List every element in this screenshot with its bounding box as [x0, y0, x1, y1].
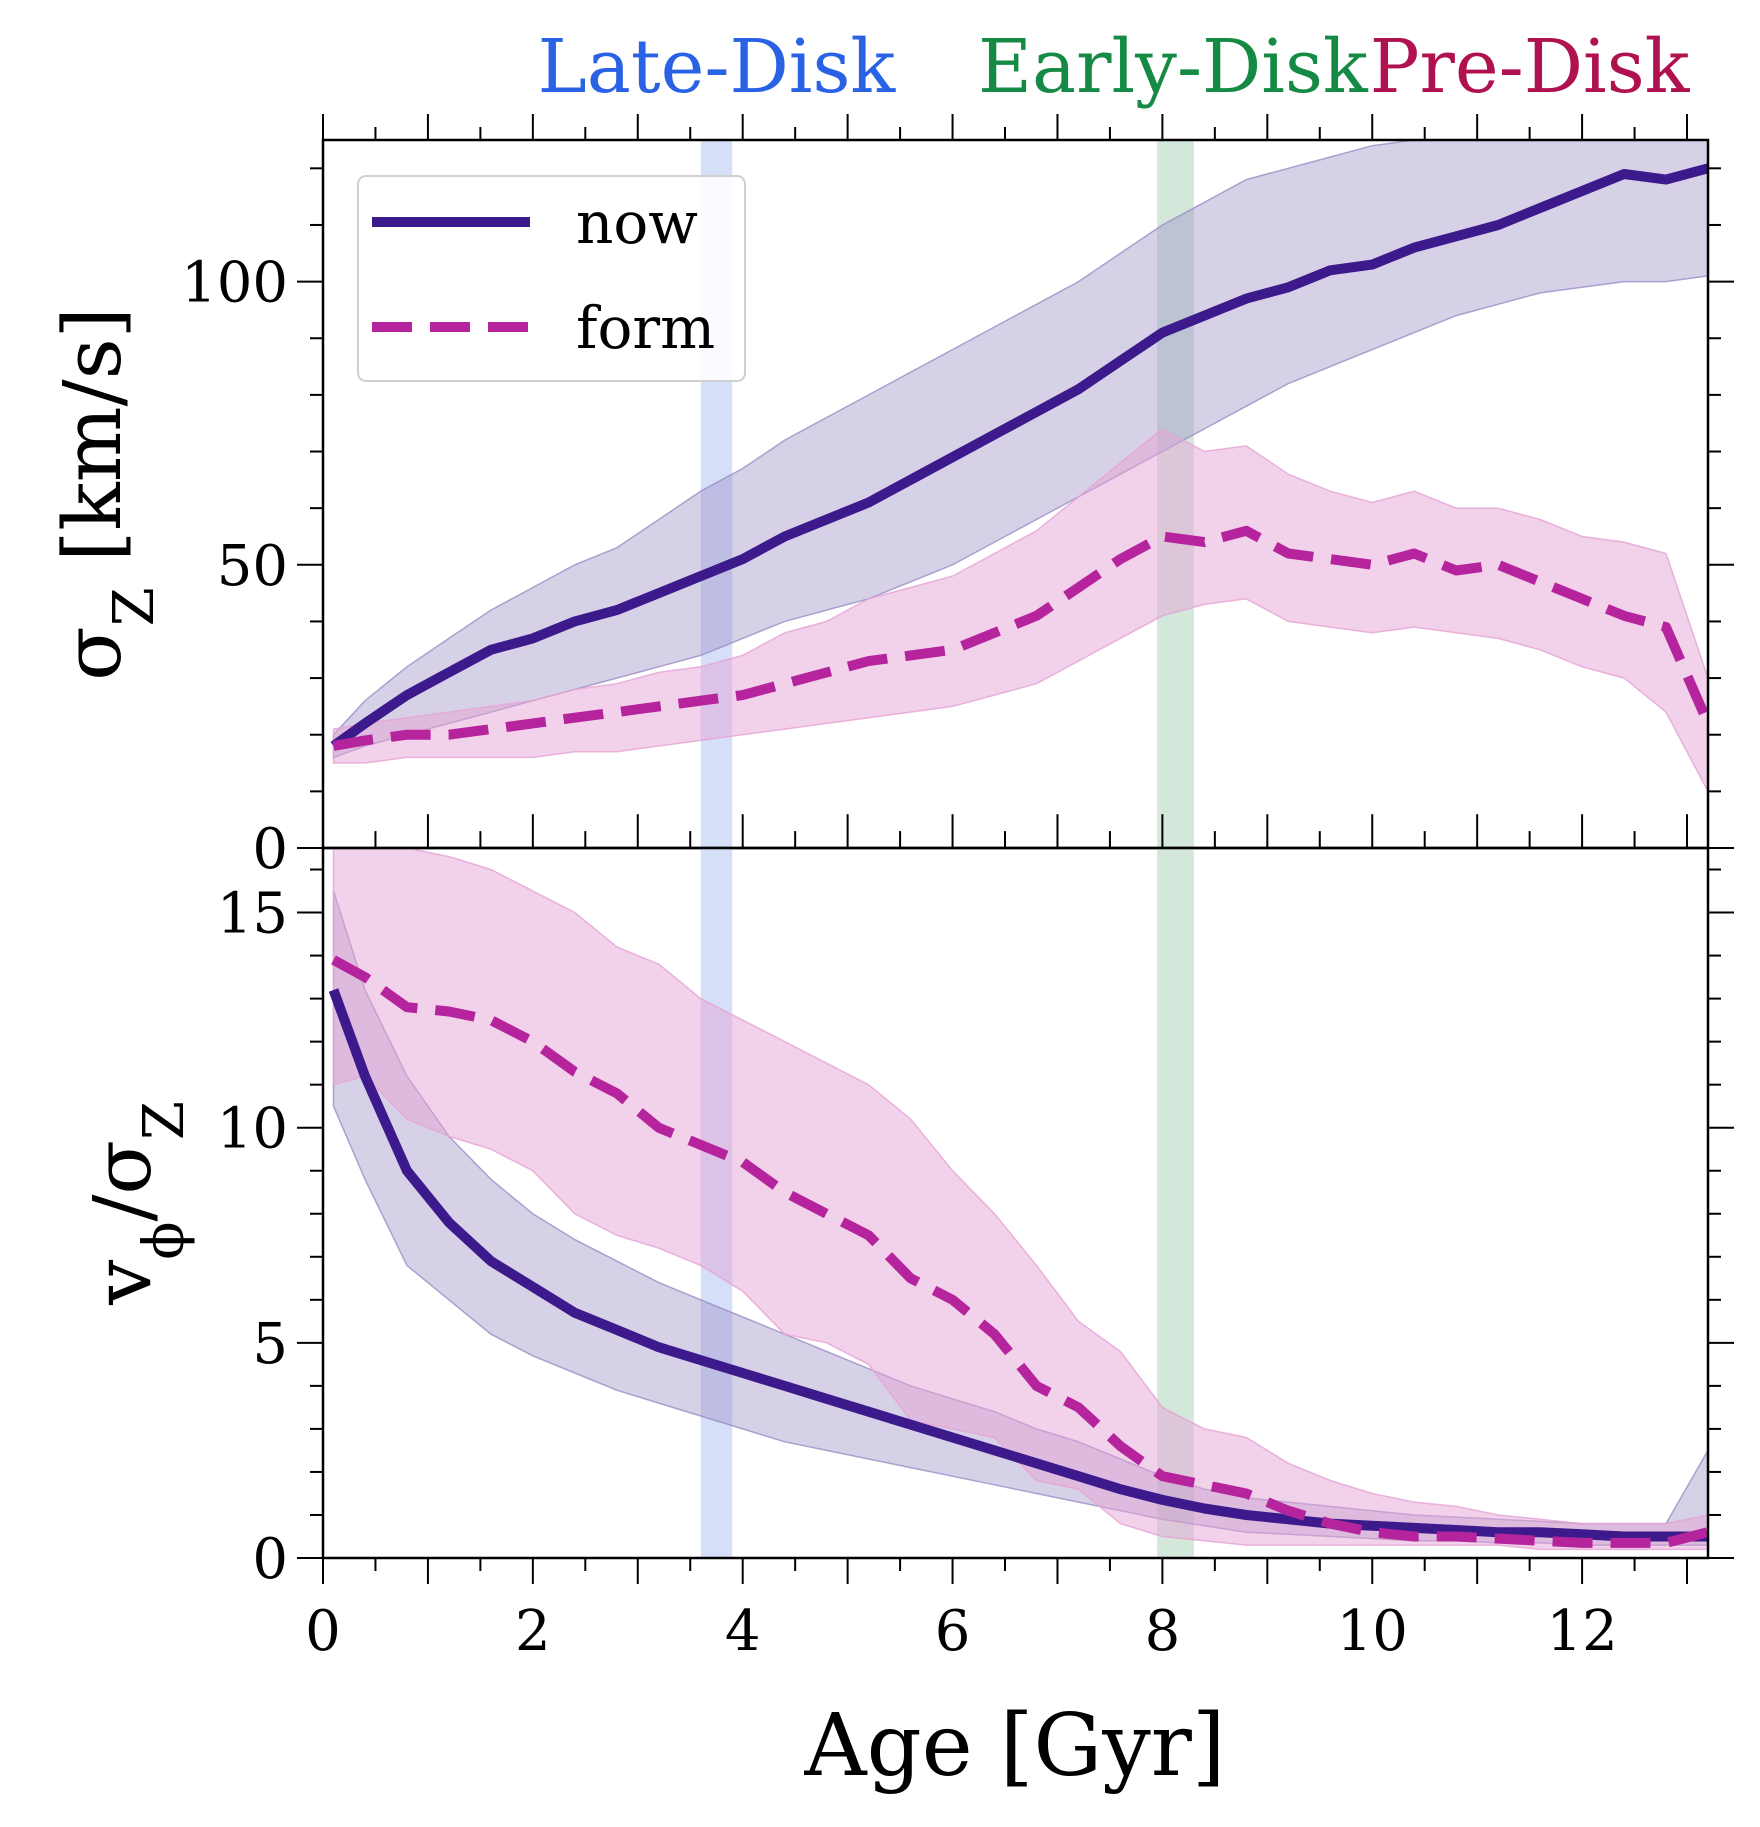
top-ytick-label: 50	[217, 534, 288, 599]
bottom-ytick-label: 5	[252, 1312, 288, 1377]
bottom-panel: 0 5 10 15 0 2 4 6 8 10 12	[217, 846, 1734, 1664]
legend-now-label: now	[576, 189, 698, 257]
bottom-ytick-label: 10	[217, 1097, 288, 1162]
phase-label-late-disk: Late-Disk	[538, 24, 897, 110]
top-form-line	[332, 525, 1713, 751]
bottom-form-line	[331, 955, 1710, 1548]
bottom-series	[328, 847, 1710, 1551]
bottom-y-axis-label: vϕ/σZ	[76, 1101, 197, 1306]
xtick-label: 4	[725, 1599, 761, 1664]
xtick-label: 8	[1145, 1599, 1181, 1664]
xtick-label: 0	[305, 1599, 341, 1664]
bottom-axes-frame	[321, 846, 1710, 1560]
bottom-ytick-label: 0	[252, 1527, 288, 1592]
phase-labels: Late-Disk Early-Disk Pre-Disk	[538, 24, 1691, 110]
top-y-axis-label: σZ [km/s]	[46, 307, 167, 681]
top-ytick-label: 100	[181, 251, 288, 316]
top-ticks: 0 50 100	[181, 114, 1734, 882]
top-series	[330, 139, 1713, 792]
xtick-label: 10	[1337, 1599, 1408, 1664]
bottom-now-line	[328, 988, 1708, 1542]
top-now-line	[330, 163, 1710, 751]
bottom-form-range-band	[332, 847, 1709, 1551]
x-axis-label: Age [Gyr]	[804, 1696, 1226, 1796]
legend: now form	[357, 175, 746, 382]
xtick-label: 6	[935, 1599, 971, 1664]
phase-label-early-disk: Early-Disk	[978, 24, 1369, 110]
top-panel: 0 50 100	[181, 114, 1734, 882]
top-ytick-label: 0	[252, 817, 288, 882]
bottom-ticks: 0 5 10 15 0 2 4 6 8 10 12	[217, 868, 1734, 1664]
xtick-label: 12	[1546, 1599, 1617, 1664]
legend-form-label: form	[576, 294, 715, 362]
xtick-label: 2	[515, 1599, 551, 1664]
bottom-ytick-label: 15	[217, 882, 288, 947]
phase-label-pre-disk: Pre-Disk	[1370, 24, 1691, 110]
